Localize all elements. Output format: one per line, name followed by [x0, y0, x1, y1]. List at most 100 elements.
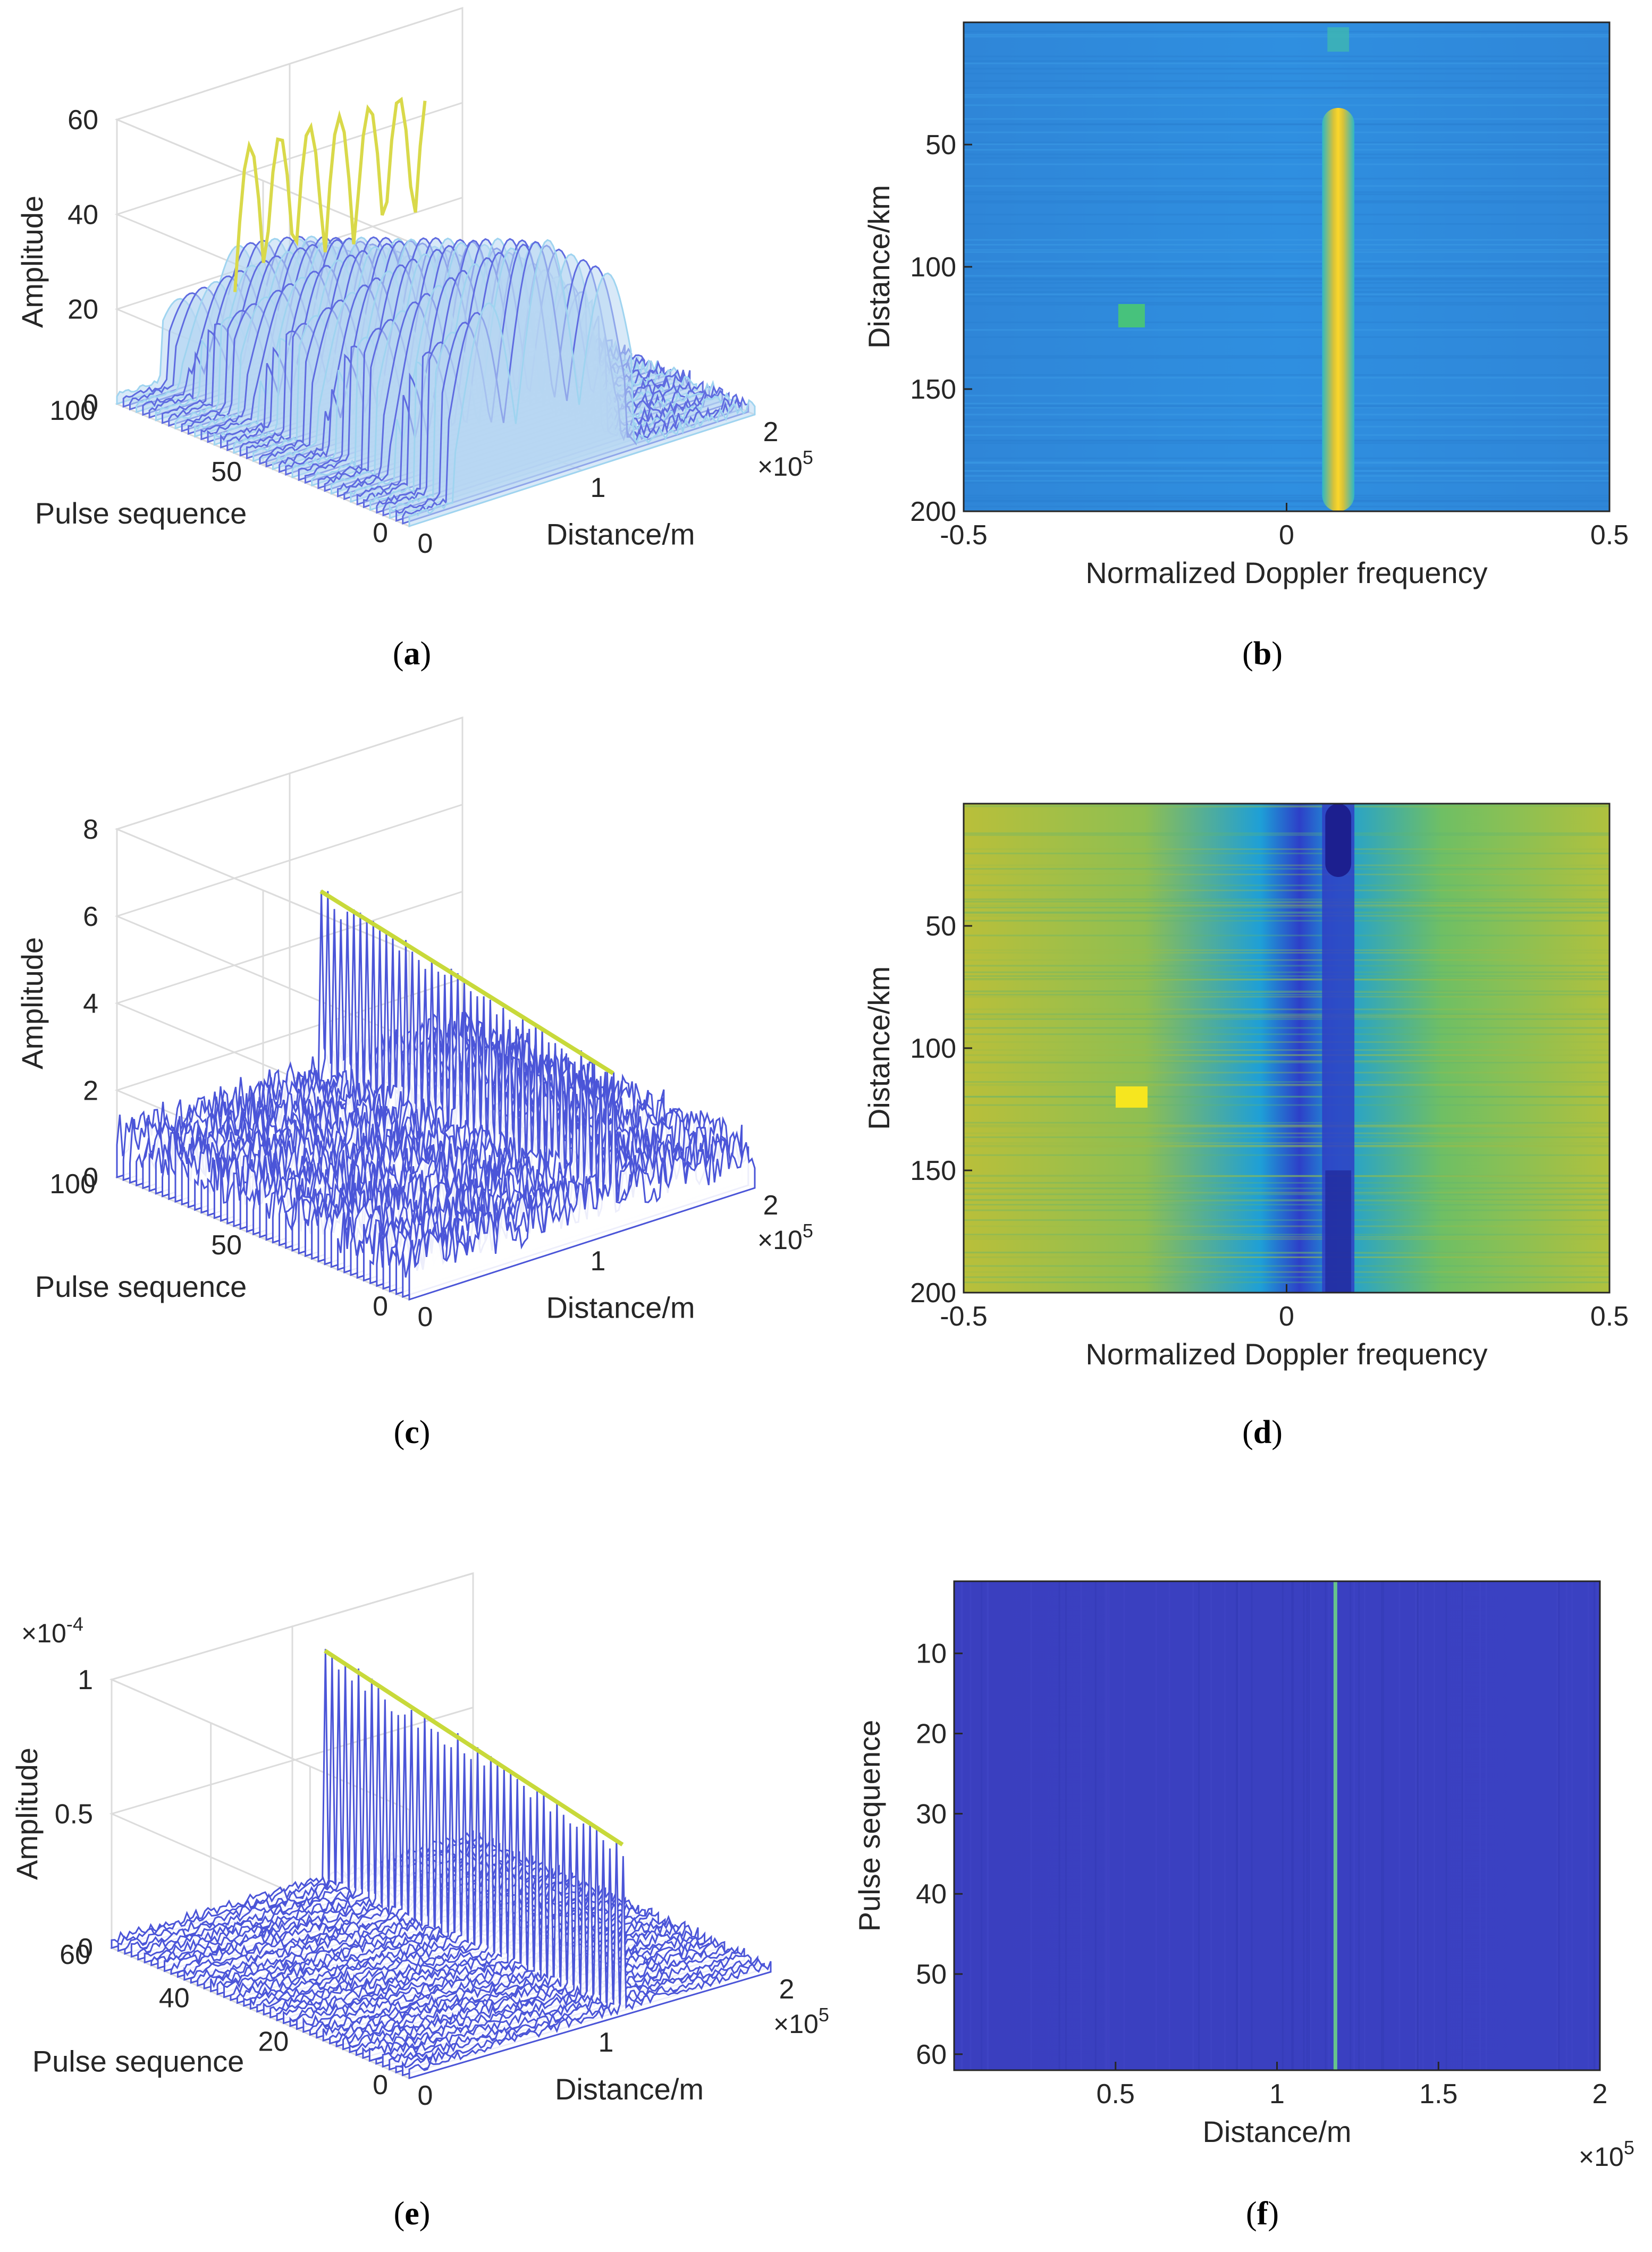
noise-streak — [1235, 1581, 1237, 2070]
noise-streak — [1210, 1581, 1212, 2070]
noise-streak — [964, 157, 1609, 159]
noise-streak — [964, 302, 1609, 304]
noise-streak — [964, 1018, 1609, 1020]
noise-streak — [1415, 1581, 1417, 2070]
z-tick-label: 20 — [68, 294, 98, 325]
x-tick-label: 1 — [1269, 2079, 1285, 2110]
noise-streak — [964, 1271, 1609, 1273]
surface-strip — [329, 1793, 693, 2045]
x-exponent-label: ×105 — [757, 446, 813, 482]
noise-streak — [964, 1192, 1609, 1194]
clutter-stripe — [1322, 108, 1355, 511]
noise-streak — [964, 1016, 1609, 1018]
noise-streak — [964, 1200, 1609, 1202]
noise-streak — [964, 1256, 1609, 1258]
noise-streak — [964, 1144, 1609, 1146]
noise-streak — [1596, 1581, 1598, 2070]
panel-caption-close: ) — [1271, 1414, 1283, 1450]
noise-streak — [964, 1238, 1609, 1240]
x-exponent-label: ×105 — [773, 2004, 829, 2039]
panel-f: 0.5 1 1.5 2 10 20 30 40 50 60 Distance/m Pulse sequ… — [853, 1580, 1634, 2232]
noise-streak — [964, 303, 1609, 306]
panel-b: -0.5 0 0.5 50 100 150 200 Normalized Doppler fr… — [862, 21, 1629, 672]
noise-streak — [964, 905, 1609, 907]
noise-streak — [964, 1015, 1609, 1017]
noise-streak — [987, 1581, 989, 2070]
noise-streak — [964, 1219, 1609, 1221]
noise-streak — [964, 952, 1609, 954]
target-spot — [1118, 304, 1145, 327]
noise-streak — [964, 915, 1609, 917]
noise-streak — [964, 467, 1609, 469]
noise-streak — [964, 1175, 1609, 1177]
noise-streak — [964, 461, 1609, 463]
x-tick-label: 2 — [763, 417, 779, 448]
x-axis-label: Distance/m — [546, 1291, 695, 1325]
noise-streak — [964, 978, 1609, 980]
noise-streak — [964, 904, 1609, 906]
noise-streak — [1325, 1581, 1327, 2070]
panel-caption: (b) — [1242, 636, 1283, 672]
noise-streak — [964, 494, 1609, 496]
x-tick-label: 0 — [1279, 1301, 1294, 1332]
y-tick-label: 200 — [910, 1278, 956, 1309]
z-tick-label: 0 — [83, 389, 98, 420]
z-tick-label: 2 — [83, 1075, 98, 1106]
noise-streak — [1328, 1581, 1330, 2070]
z-tick-label: 4 — [83, 989, 98, 1019]
noise-streak — [964, 1095, 1609, 1098]
noise-streak — [1251, 1581, 1253, 2070]
noise-streak — [964, 806, 1609, 808]
noise-streak — [964, 480, 1609, 482]
noise-streak — [964, 971, 1609, 973]
noise-streak — [1463, 1581, 1465, 2070]
noise-streak — [1479, 1581, 1481, 2070]
panel-caption-close: ) — [1268, 2196, 1279, 2232]
x-tick-label: 0.5 — [1097, 2079, 1135, 2110]
noise-streak — [964, 277, 1609, 280]
heatmap-background — [954, 1581, 1600, 2070]
noise-streak — [964, 1182, 1609, 1184]
x-exponent-power: 5 — [803, 1220, 813, 1242]
noise-streak — [970, 1581, 972, 2070]
noise-streak — [964, 87, 1609, 89]
noise-streak — [964, 1008, 1609, 1010]
panel-caption: (a) — [393, 636, 431, 672]
surface-strip — [355, 1823, 719, 2056]
noise-streak — [964, 462, 1609, 464]
noise-streak — [964, 993, 1609, 996]
noise-streak — [964, 434, 1609, 436]
noise-streak — [1065, 1581, 1067, 2070]
x-tick-label: 1.5 — [1419, 2079, 1457, 2110]
noise-streak — [964, 153, 1609, 155]
noise-streak — [964, 834, 1609, 836]
noise-streak — [964, 1175, 1609, 1177]
panel-caption-letter: c — [404, 1414, 419, 1450]
y-tick-label: 60 — [916, 2039, 947, 2070]
noise-streak — [964, 185, 1609, 187]
noise-streak — [964, 990, 1609, 992]
noise-streak — [1422, 1581, 1424, 2070]
x-tick-label: 0.5 — [1590, 520, 1629, 551]
noise-streak — [964, 873, 1609, 875]
noise-streak — [964, 267, 1609, 269]
y-tick-label: 30 — [916, 1799, 947, 1829]
x-tick-label: 2 — [779, 1974, 795, 2005]
noise-streak — [964, 178, 1609, 180]
panel-caption-letter: a — [404, 636, 420, 672]
x-tick-label: -0.5 — [940, 520, 988, 551]
noise-streak — [964, 1061, 1609, 1064]
noise-streak — [1224, 1581, 1226, 2070]
noise-streak — [964, 80, 1609, 82]
noise-streak — [1418, 1581, 1420, 2070]
noise-streak — [964, 457, 1609, 459]
x-tick-label: -0.5 — [940, 1301, 988, 1332]
noise-streak — [964, 406, 1609, 408]
noise-streak — [1303, 1581, 1305, 2070]
noise-streak — [1556, 1581, 1558, 2070]
noise-streak — [964, 263, 1609, 265]
panel-caption: (f) — [1246, 2196, 1279, 2232]
panel-caption-close: ) — [419, 1414, 431, 1450]
